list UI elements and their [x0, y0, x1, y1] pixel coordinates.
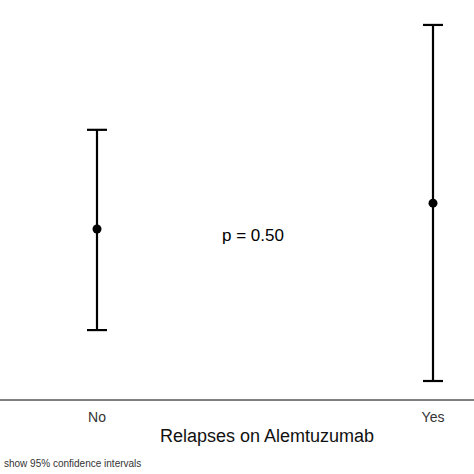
html-text:show 95% confidence intervals: show 95% confidence intervals	[4, 458, 142, 469]
html-text:Relapses on Alemtuzumab: Relapses on Alemtuzumab	[159, 426, 375, 446]
svg-text:No: No	[88, 409, 106, 425]
svg-text:Yes: Yes	[422, 409, 445, 425]
html-text:p = 0.50: p = 0.50	[222, 226, 284, 245]
